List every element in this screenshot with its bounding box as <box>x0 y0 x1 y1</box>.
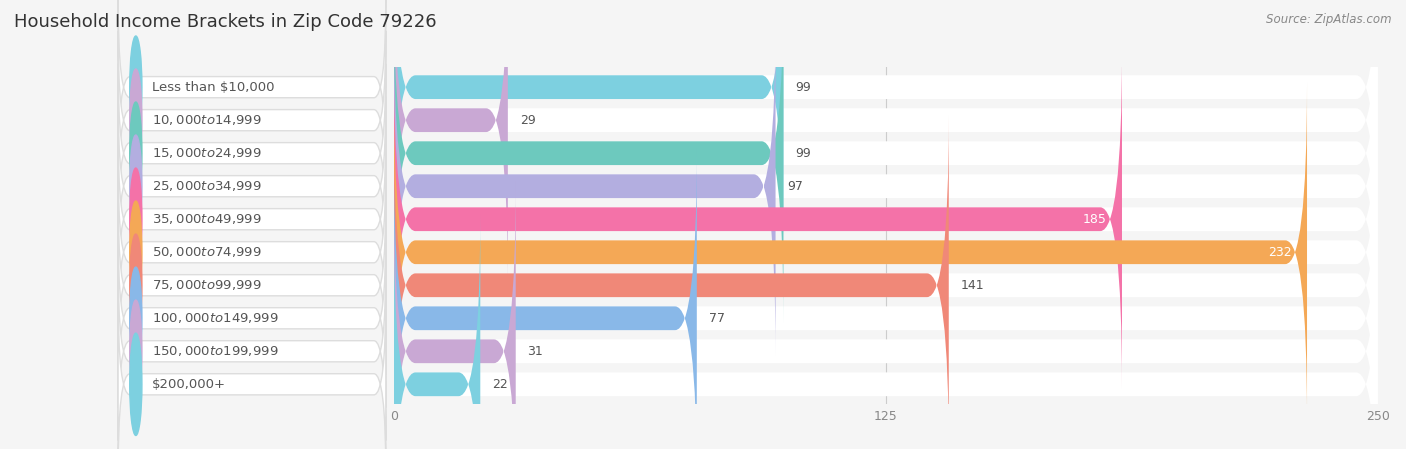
Text: $50,000 to $74,999: $50,000 to $74,999 <box>152 245 262 259</box>
Text: 232: 232 <box>1268 246 1291 259</box>
Circle shape <box>129 36 142 138</box>
Text: 141: 141 <box>960 279 984 292</box>
FancyBboxPatch shape <box>394 0 783 257</box>
Text: $35,000 to $49,999: $35,000 to $49,999 <box>152 212 262 226</box>
Text: $75,000 to $99,999: $75,000 to $99,999 <box>152 278 262 292</box>
Text: 22: 22 <box>492 378 508 391</box>
FancyBboxPatch shape <box>394 115 1378 449</box>
FancyBboxPatch shape <box>394 149 697 449</box>
Text: $100,000 to $149,999: $100,000 to $149,999 <box>152 311 278 325</box>
FancyBboxPatch shape <box>118 31 385 210</box>
Text: 185: 185 <box>1083 213 1107 226</box>
Text: 97: 97 <box>787 180 803 193</box>
Circle shape <box>129 201 142 304</box>
FancyBboxPatch shape <box>394 181 516 449</box>
Text: $10,000 to $14,999: $10,000 to $14,999 <box>152 113 262 127</box>
FancyBboxPatch shape <box>394 149 1378 449</box>
Circle shape <box>129 234 142 336</box>
FancyBboxPatch shape <box>394 0 508 290</box>
FancyBboxPatch shape <box>394 49 1378 389</box>
FancyBboxPatch shape <box>394 215 1378 449</box>
FancyBboxPatch shape <box>118 64 385 242</box>
FancyBboxPatch shape <box>394 83 1308 422</box>
FancyBboxPatch shape <box>394 0 1378 323</box>
Text: $15,000 to $24,999: $15,000 to $24,999 <box>152 146 262 160</box>
Text: $150,000 to $199,999: $150,000 to $199,999 <box>152 344 278 358</box>
FancyBboxPatch shape <box>394 181 1378 449</box>
Text: Source: ZipAtlas.com: Source: ZipAtlas.com <box>1267 13 1392 26</box>
Circle shape <box>129 135 142 238</box>
Text: 99: 99 <box>796 147 811 160</box>
Text: 29: 29 <box>520 114 536 127</box>
Text: 31: 31 <box>527 345 543 358</box>
FancyBboxPatch shape <box>394 49 1122 389</box>
FancyBboxPatch shape <box>394 0 1378 257</box>
FancyBboxPatch shape <box>118 229 385 408</box>
FancyBboxPatch shape <box>118 262 385 440</box>
Circle shape <box>129 300 142 402</box>
FancyBboxPatch shape <box>394 0 783 323</box>
FancyBboxPatch shape <box>394 215 481 449</box>
FancyBboxPatch shape <box>118 97 385 276</box>
FancyBboxPatch shape <box>118 130 385 308</box>
Text: Less than $10,000: Less than $10,000 <box>152 81 274 94</box>
FancyBboxPatch shape <box>394 115 949 449</box>
FancyBboxPatch shape <box>394 83 1378 422</box>
FancyBboxPatch shape <box>118 295 385 449</box>
Text: Household Income Brackets in Zip Code 79226: Household Income Brackets in Zip Code 79… <box>14 13 437 31</box>
Circle shape <box>129 102 142 204</box>
FancyBboxPatch shape <box>394 0 1378 290</box>
FancyBboxPatch shape <box>394 17 776 356</box>
FancyBboxPatch shape <box>118 196 385 374</box>
Text: 99: 99 <box>796 81 811 94</box>
Circle shape <box>129 69 142 172</box>
Text: 77: 77 <box>709 312 724 325</box>
Text: $200,000+: $200,000+ <box>152 378 225 391</box>
Circle shape <box>129 333 142 436</box>
Circle shape <box>129 267 142 370</box>
Circle shape <box>129 168 142 270</box>
FancyBboxPatch shape <box>118 163 385 342</box>
FancyBboxPatch shape <box>118 0 385 176</box>
Text: $25,000 to $34,999: $25,000 to $34,999 <box>152 179 262 193</box>
FancyBboxPatch shape <box>394 17 1378 356</box>
